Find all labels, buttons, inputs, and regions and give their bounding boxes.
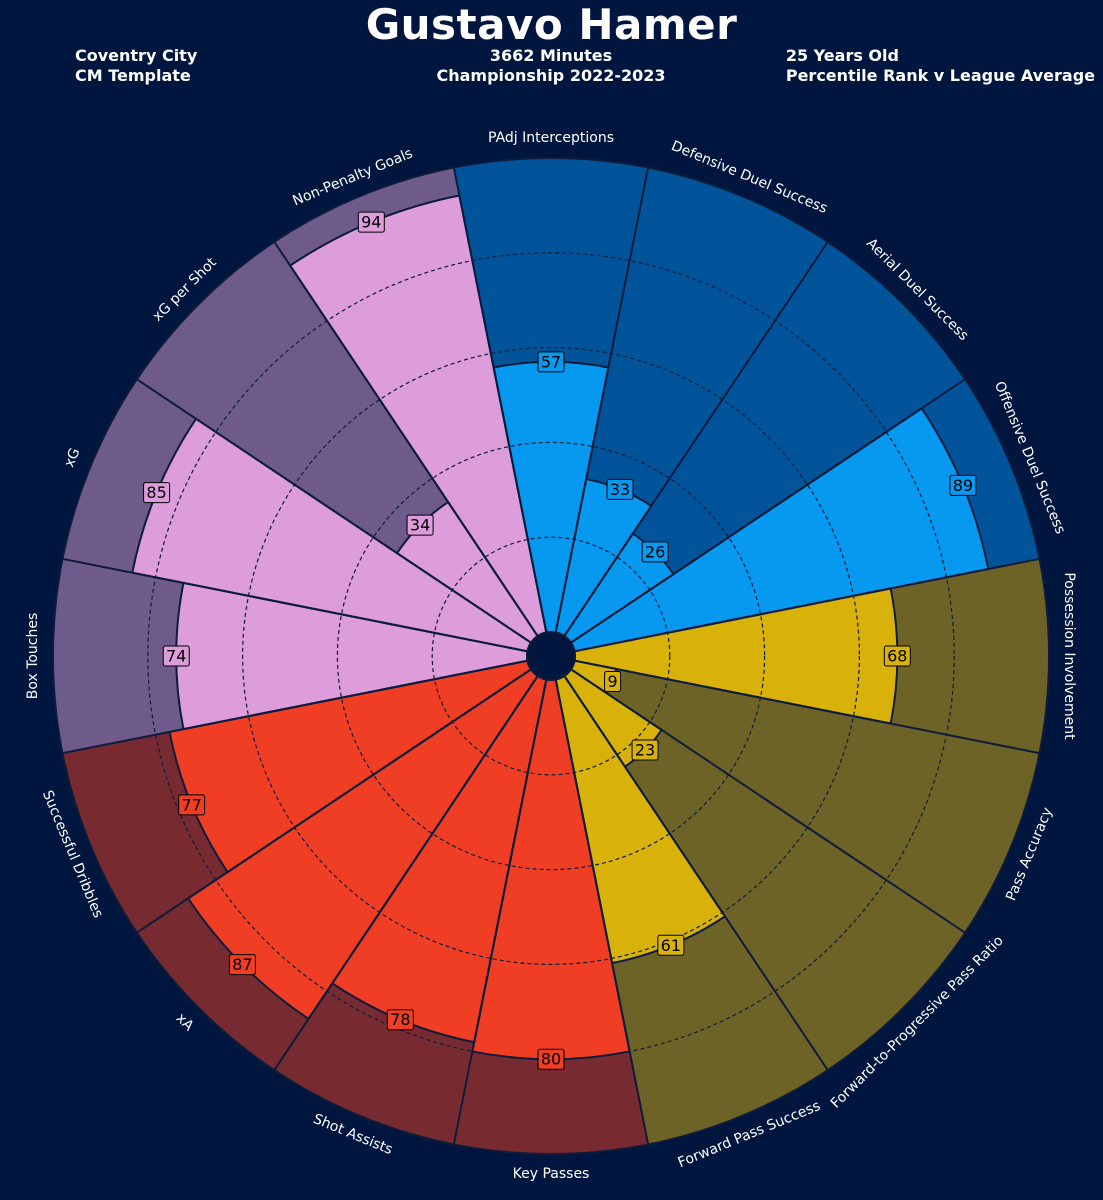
outer-ring <box>52 157 1050 1155</box>
value-label-non-penalty-goals: 94 <box>357 211 385 233</box>
slice-divider <box>136 378 532 644</box>
slice-divider <box>554 167 650 633</box>
value-label-box <box>406 514 434 536</box>
value-label-text: 9 <box>607 672 617 691</box>
comparison-note: Percentile Rank v League Average <box>785 66 1095 85</box>
slice-divider <box>452 679 548 1145</box>
value-label-box <box>631 739 659 761</box>
value-label-box <box>606 478 634 500</box>
value-label-text: 85 <box>146 483 166 502</box>
competition-season: Championship 2022-2023 <box>436 66 666 85</box>
value-label-box <box>178 794 206 816</box>
value-label-text: 87 <box>232 955 252 974</box>
value-label-box <box>537 351 565 373</box>
slice-divider <box>570 378 966 644</box>
header-left-info: Coventry City CM Template <box>75 46 197 86</box>
value-label-padj-interceptions: 57 <box>537 351 565 373</box>
value-label-offensive-duel-success: 89 <box>949 474 977 496</box>
slice-divider <box>570 668 966 934</box>
slice-bg-pass-accuracy <box>570 660 1040 933</box>
value-label-aerial-duel-success: 26 <box>641 541 669 563</box>
value-label-box <box>604 671 622 693</box>
slice-values <box>131 194 990 1061</box>
value-label-text: 78 <box>390 1010 410 1029</box>
slice-divider <box>273 675 539 1071</box>
value-label-box <box>143 482 171 504</box>
category-label-xa: xA <box>173 1010 197 1034</box>
slice-divider <box>273 241 539 637</box>
value-label-xa: 87 <box>228 954 256 976</box>
value-label-pass-accuracy: 9 <box>604 671 622 693</box>
hub-circle <box>526 631 576 681</box>
value-label-box <box>949 474 977 496</box>
value-label-box-touches: 74 <box>162 645 190 667</box>
value-label-xg-per-shot: 34 <box>406 514 434 536</box>
template-name: CM Template <box>75 66 191 85</box>
value-label-key-passes: 80 <box>537 1048 565 1070</box>
slice-divider <box>62 557 528 653</box>
slice-divider <box>574 557 1040 653</box>
header-center-info: 3662 Minutes Championship 2022-2023 <box>351 46 751 86</box>
value-label-text: 77 <box>181 795 201 814</box>
value-label-defensive-duel-success: 33 <box>606 478 634 500</box>
category-label-xg: xG <box>61 446 83 470</box>
header-right-info: 25 Years Old Percentile Rank v League Av… <box>786 46 1095 86</box>
value-label-forward-pass-success: 61 <box>657 934 685 956</box>
value-label-possession-involvement: 68 <box>883 645 911 667</box>
center-hub <box>526 631 576 681</box>
value-label-text: 26 <box>645 542 665 561</box>
value-labels: 57 33 26 89 68 9 23 61 80 78 87 77 74 85 34 94 <box>143 211 977 1070</box>
slice-bg-forward-to-progressive-pass-ratio <box>564 669 966 1071</box>
grid-ring <box>242 347 860 965</box>
slice-divider <box>136 668 532 934</box>
value-label-shot-assists: 78 <box>386 1009 414 1031</box>
category-label-possession-involvement: Possession Involvement <box>1061 572 1077 740</box>
value-label-box <box>228 954 256 976</box>
value-label-text: 61 <box>661 936 681 955</box>
value-label-box <box>537 1048 565 1070</box>
value-label-text: 94 <box>361 213 381 232</box>
value-label-text: 68 <box>887 647 907 666</box>
team-name: Coventry City <box>75 46 198 65</box>
page-title: Gustavo Hamer <box>365 0 738 49</box>
slice-dividers <box>62 167 1040 1145</box>
slice-divider <box>452 167 548 633</box>
value-label-forward-to-progressive-pass-ratio: 23 <box>631 739 659 761</box>
minutes-played: 3662 Minutes <box>489 46 613 65</box>
value-label-box <box>162 645 190 667</box>
value-label-text: 89 <box>953 476 973 495</box>
value-label-text: 57 <box>541 352 561 371</box>
category-label-key-passes: Key Passes <box>513 1166 590 1182</box>
value-label-text: 80 <box>541 1050 561 1069</box>
slice-divider <box>563 241 829 637</box>
value-label-box <box>386 1009 414 1031</box>
value-label-xg: 85 <box>143 482 171 504</box>
slice-divider <box>554 679 650 1145</box>
value-label-box <box>657 934 685 956</box>
grid-ring <box>431 536 671 776</box>
player-age: 25 Years Old <box>785 46 899 65</box>
value-label-text: 34 <box>410 516 430 535</box>
slice-divider <box>62 659 528 755</box>
value-label-box <box>883 645 911 667</box>
value-label-text: 74 <box>166 647 186 666</box>
category-label-box-touches: Box Touches <box>25 613 41 700</box>
value-label-successful-dribbles: 77 <box>178 794 206 816</box>
grid-ring <box>336 441 766 871</box>
value-label-box <box>357 211 385 233</box>
slice-divider <box>563 675 829 1071</box>
value-label-box <box>641 541 669 563</box>
slice-divider <box>574 659 1040 755</box>
category-label-padj-interceptions: PAdj Interceptions <box>488 130 614 146</box>
value-label-text: 33 <box>610 480 630 499</box>
value-label-text: 23 <box>635 741 655 760</box>
